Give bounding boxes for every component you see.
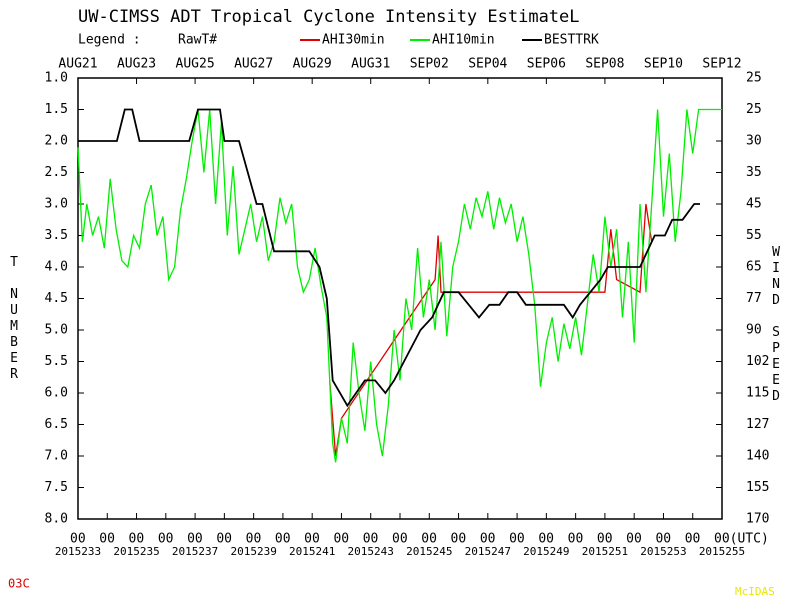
y2-tick-label: 140 (746, 449, 769, 464)
hour-tick-label: 00 (568, 532, 584, 547)
x-tick-label: 2015237 (172, 545, 218, 558)
y2-tick-label: 155 (746, 480, 769, 495)
y2-tick-label: 25 (746, 71, 762, 86)
x-tick-label: 2015235 (113, 545, 159, 558)
date-tick-label: AUG29 (293, 57, 332, 72)
x-tick-label: 2015247 (465, 545, 511, 558)
y-axis-label: T NUMBER (7, 255, 22, 383)
y2-tick-label: 30 (746, 134, 762, 149)
hour-tick-label: 00 (480, 532, 496, 547)
y2-tick-label: 35 (746, 165, 762, 180)
date-tick-label: AUG21 (58, 57, 97, 72)
series-line (78, 108, 700, 408)
hour-tick-label: 00 (392, 532, 408, 547)
hour-tick-label: 00 (129, 532, 145, 547)
hour-tick-label: 00(UTC) (714, 532, 769, 547)
plot-frame (77, 77, 723, 520)
y2-tick-label: 25 (746, 102, 762, 117)
y-tick-label: 5.0 (45, 323, 68, 338)
legend-entry: AHI10min (432, 33, 495, 48)
y2-tick-label: 115 (746, 386, 769, 401)
storm-id: 03C (8, 577, 30, 591)
y-tick-label: 4.5 (45, 291, 68, 306)
x-tick-label: 2015241 (289, 545, 335, 558)
chart-title: UW-CIMSS ADT Tropical Cyclone Intensity … (78, 7, 580, 27)
date-tick-label: SEP12 (702, 57, 741, 72)
y2-tick-label: 55 (746, 228, 762, 243)
y-tick-label: 6.5 (45, 417, 68, 432)
hour-tick-label: 00 (246, 532, 262, 547)
y-tick-label: 6.0 (45, 386, 68, 401)
x-tick-label: 2015255 (699, 545, 745, 558)
hour-tick-label: 00 (451, 532, 467, 547)
footer: McIDAS (735, 585, 775, 598)
x-tick-label: 2015249 (523, 545, 569, 558)
x-tick-label: 2015253 (640, 545, 686, 558)
hour-tick-label: 00 (216, 532, 232, 547)
hour-tick-label: 00 (597, 532, 613, 547)
hour-tick-label: 00 (70, 532, 86, 547)
y-tick-label: 5.5 (45, 354, 68, 369)
hour-tick-label: 00 (187, 532, 203, 547)
date-tick-label: SEP06 (527, 57, 566, 72)
date-tick-label: AUG25 (176, 57, 215, 72)
series-line (77, 108, 722, 463)
date-tick-label: SEP08 (585, 57, 624, 72)
legend-entry: BESTTRK (544, 33, 599, 48)
y2-tick-label: 90 (746, 323, 762, 338)
y2-tick-label: 77 (746, 291, 762, 306)
x-tick-label: 2015245 (406, 545, 452, 558)
hour-tick-label: 00 (275, 532, 291, 547)
y2-axis-label: WIND SPEED (769, 245, 784, 405)
hour-tick-label: 00 (509, 532, 525, 547)
y-tick-label: 7.0 (45, 449, 68, 464)
hour-tick-label: 00 (655, 532, 671, 547)
y2-tick-label: 45 (746, 197, 762, 212)
y2-tick-label: 65 (746, 260, 762, 275)
y-tick-label: 3.5 (45, 228, 68, 243)
date-tick-label: SEP02 (410, 57, 449, 72)
hour-tick-label: 00 (333, 532, 349, 547)
date-tick-label: AUG27 (234, 57, 273, 72)
y-tick-label: 2.0 (45, 134, 68, 149)
y-tick-label: 1.5 (45, 102, 68, 117)
hour-tick-label: 00 (626, 532, 642, 547)
y2-tick-label: 127 (746, 417, 769, 432)
y-tick-label: 7.5 (45, 480, 68, 495)
x-tick-label: 2015239 (230, 545, 276, 558)
y2-tick-label: 170 (746, 512, 769, 527)
hour-tick-label: 00 (158, 532, 174, 547)
legend-label: Legend : (78, 33, 141, 48)
hour-tick-label: 00 (685, 532, 701, 547)
x-tick-label: 2015243 (348, 545, 394, 558)
x-tick-label: 2015233 (55, 545, 101, 558)
y-tick-label: 4.0 (45, 260, 68, 275)
legend-subtitle: RawT# (178, 33, 217, 48)
hour-tick-label: 00 (538, 532, 554, 547)
y-tick-label: 3.0 (45, 197, 68, 212)
hour-tick-label: 00 (363, 532, 379, 547)
y2-tick-label: 102 (746, 354, 769, 369)
y-tick-label: 2.5 (45, 165, 68, 180)
date-tick-label: AUG31 (351, 57, 390, 72)
date-tick-label: AUG23 (117, 57, 156, 72)
hour-tick-label: 00 (421, 532, 437, 547)
date-tick-label: SEP04 (468, 57, 507, 72)
x-tick-label: 2015251 (582, 545, 628, 558)
hour-tick-label: 00 (304, 532, 320, 547)
hour-tick-label: 00 (99, 532, 115, 547)
y-tick-label: 8.0 (45, 512, 68, 527)
y-tick-label: 1.0 (45, 71, 68, 86)
legend-entry: AHI30min (322, 33, 385, 48)
date-tick-label: SEP10 (644, 57, 683, 72)
